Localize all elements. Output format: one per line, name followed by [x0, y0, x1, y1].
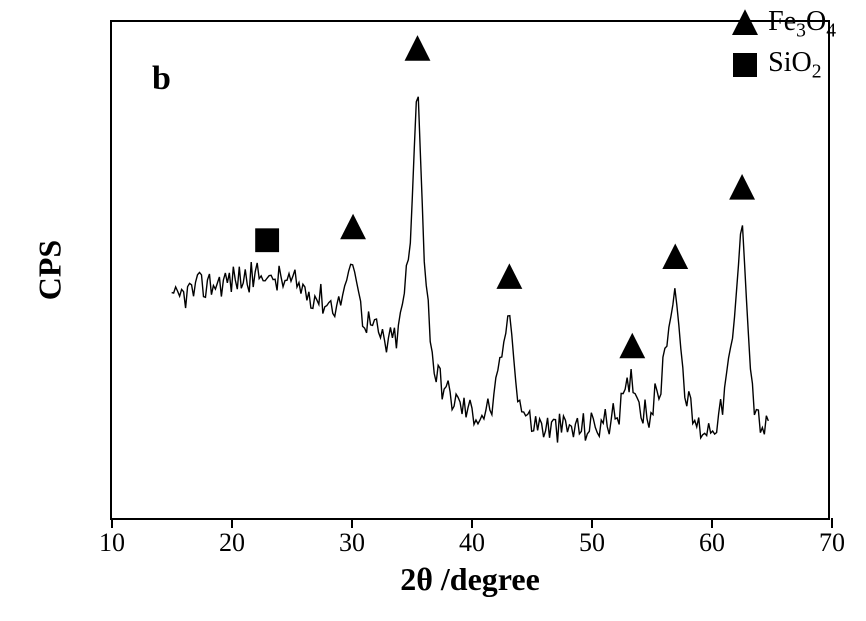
x-tick-label: 50	[579, 528, 605, 558]
x-tick	[231, 518, 233, 528]
legend-item: SiO2	[728, 47, 836, 84]
legend-label: SiO2	[768, 47, 821, 84]
legend-item: Fe3O4	[728, 6, 836, 43]
x-tick	[591, 518, 593, 528]
square-icon	[728, 50, 762, 80]
x-tick	[471, 518, 473, 528]
y-axis-label: CPS	[32, 240, 69, 300]
x-tick	[831, 518, 833, 528]
x-tick-label: 60	[699, 528, 725, 558]
x-tick-label: 10	[99, 528, 125, 558]
x-axis-label: 2θ /degree	[400, 561, 540, 598]
x-tick-label: 20	[219, 528, 245, 558]
plot-area: b 10203040506070 2θ /degree CPS	[110, 20, 830, 520]
x-tick-label: 70	[819, 528, 845, 558]
x-tick-label: 40	[459, 528, 485, 558]
xrd-chart: b 10203040506070 2θ /degree CPS Fe3O4 Si…	[0, 0, 866, 621]
triangle-icon	[728, 8, 762, 40]
x-tick-label: 30	[339, 528, 365, 558]
x-tick	[111, 518, 113, 528]
x-tick	[711, 518, 713, 528]
xrd-spectrum-line	[112, 22, 828, 518]
x-tick	[351, 518, 353, 528]
legend-label: Fe3O4	[768, 6, 836, 43]
legend: Fe3O4 SiO2	[728, 6, 836, 87]
